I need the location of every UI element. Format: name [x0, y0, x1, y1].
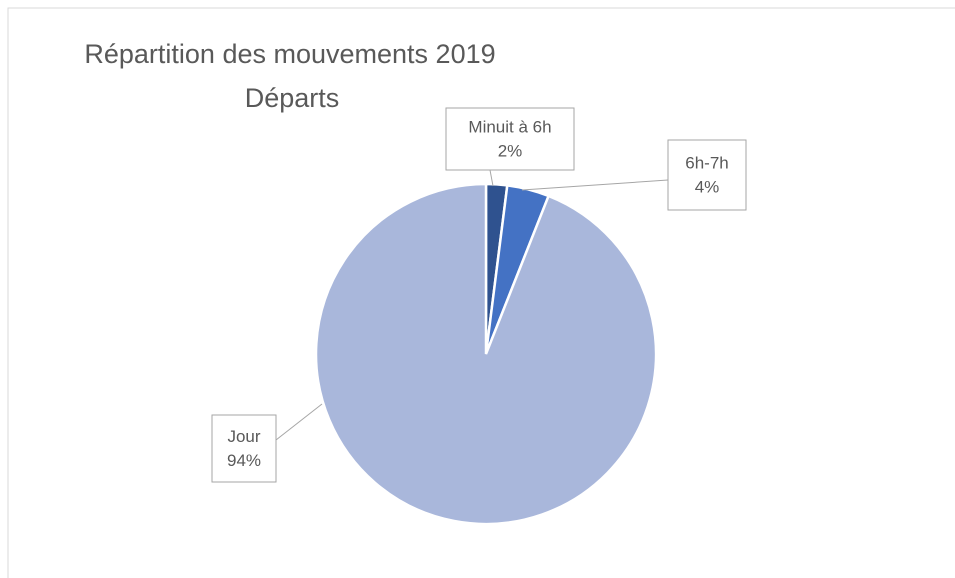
chart-subtitle: Départs [245, 83, 340, 113]
leader-line [521, 179, 669, 191]
value-label: 94% [227, 451, 261, 470]
category-label: 6h-7h [685, 153, 728, 172]
label-box [445, 107, 575, 171]
category-label: Minuit à 6h [468, 117, 551, 136]
chart-title: Répartition des mouvements 2019 [84, 39, 495, 69]
leader-line [275, 403, 323, 441]
label-box [667, 139, 747, 211]
category-label: Jour [227, 427, 260, 446]
pie-slice [314, 182, 658, 526]
label-box [211, 414, 277, 483]
value-label: 2% [498, 141, 523, 160]
value-label: 4% [695, 177, 720, 196]
leader-line [489, 169, 494, 187]
